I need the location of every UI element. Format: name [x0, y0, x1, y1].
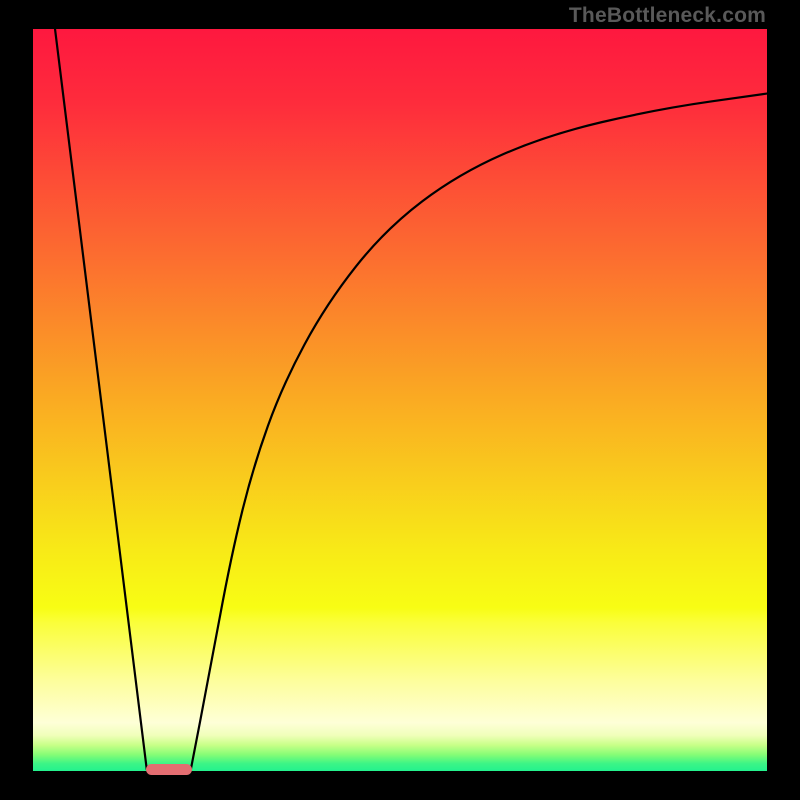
dip-marker	[146, 764, 192, 776]
plot-area	[33, 29, 767, 771]
watermark-text: TheBottleneck.com	[569, 4, 766, 28]
chart-frame: TheBottleneck.com	[0, 0, 800, 800]
gradient-bg	[33, 29, 767, 771]
chart-svg	[33, 29, 767, 771]
